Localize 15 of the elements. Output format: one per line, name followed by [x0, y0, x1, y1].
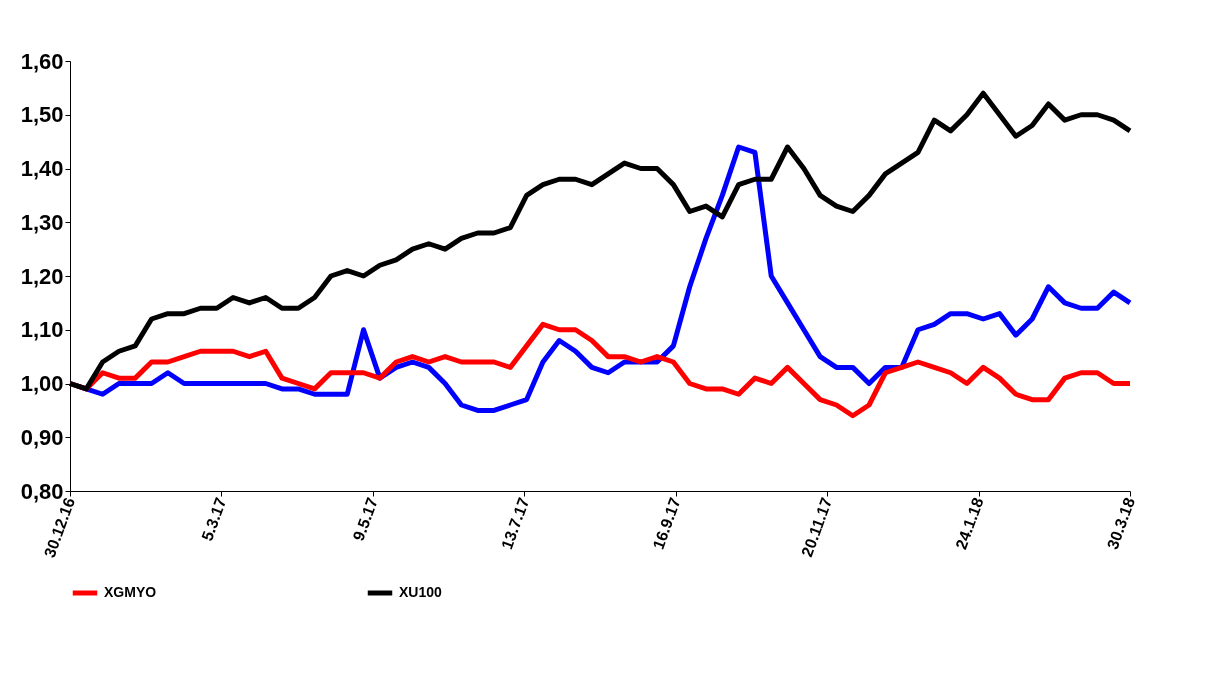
- x-tick-label: 5.3.17: [198, 495, 230, 544]
- y-tick-label: 1,00: [20, 371, 64, 396]
- x-tick-label: 24.1.18: [952, 495, 987, 552]
- y-tick-label: 1,50: [20, 102, 64, 128]
- legend-label: XGMYO: [104, 584, 157, 600]
- y-tick-label: 1,30: [20, 209, 64, 235]
- y-tick-label: 1,40: [20, 156, 64, 181]
- y-tick-label: 1,20: [20, 263, 64, 289]
- y-tick-label: 0,90: [20, 424, 64, 450]
- x-tick-label: 13.7.17: [498, 495, 533, 552]
- legend-label: XU100: [399, 584, 443, 600]
- y-tick-label: 1,60: [20, 48, 64, 74]
- y-tick-label: 1,10: [20, 317, 64, 343]
- x-tick-label: 9.5.17: [349, 495, 381, 544]
- x-tick-label: 16.9.17: [649, 495, 684, 552]
